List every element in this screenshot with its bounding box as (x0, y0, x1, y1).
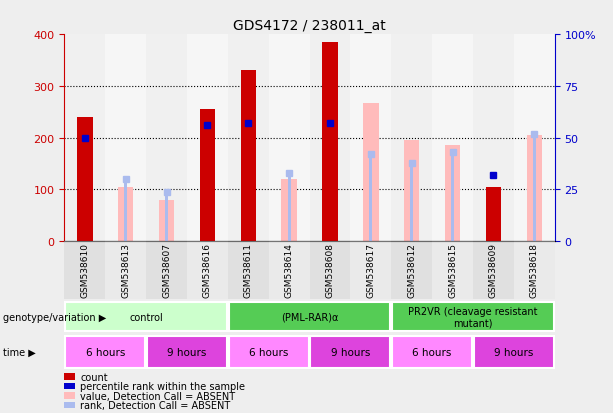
Bar (451, 153, 454, 242)
Bar (105, 35, 146, 242)
Bar (268, 35, 310, 242)
Bar (527, 136, 542, 242)
Bar (485, 188, 501, 242)
Bar (445, 146, 460, 242)
Text: value, Detection Call = ABSENT: value, Detection Call = ABSENT (80, 391, 235, 401)
Text: PR2VR (cleavage resistant
mutant): PR2VR (cleavage resistant mutant) (408, 306, 538, 328)
Bar (65, 336, 145, 368)
Text: GSM538614: GSM538614 (284, 243, 294, 297)
Text: GSM538612: GSM538612 (407, 243, 416, 297)
Bar (229, 303, 390, 331)
Text: genotype/variation ▶: genotype/variation ▶ (3, 312, 106, 322)
Bar (514, 242, 555, 299)
Bar (533, 134, 536, 242)
Text: 9 hours: 9 hours (494, 347, 533, 357)
Text: GSM538609: GSM538609 (489, 243, 498, 298)
Bar (147, 336, 227, 368)
Bar (187, 35, 228, 242)
Bar (322, 43, 338, 242)
Title: GDS4172 / 238011_at: GDS4172 / 238011_at (233, 19, 386, 33)
Bar (268, 242, 310, 299)
Text: GSM538618: GSM538618 (530, 243, 539, 298)
Bar (432, 242, 473, 299)
Text: 9 hours: 9 hours (331, 347, 370, 357)
Text: (PML-RAR)α: (PML-RAR)α (281, 312, 338, 322)
Text: GSM538617: GSM538617 (367, 243, 375, 298)
Bar (228, 242, 268, 299)
Text: GSM538607: GSM538607 (162, 243, 171, 298)
Bar (240, 71, 256, 242)
Bar (363, 103, 379, 242)
Bar (473, 35, 514, 242)
Bar (77, 118, 93, 242)
Bar (200, 110, 215, 242)
Bar (310, 242, 351, 299)
Bar (281, 180, 297, 242)
Bar (310, 35, 351, 242)
Bar (370, 155, 372, 242)
Bar (105, 242, 146, 299)
Text: GSM538608: GSM538608 (326, 243, 335, 298)
Text: percentile rank within the sample: percentile rank within the sample (80, 381, 245, 391)
Bar (287, 173, 291, 242)
Text: GSM538611: GSM538611 (244, 243, 253, 298)
Bar (228, 35, 268, 242)
Bar (146, 242, 187, 299)
Bar (310, 336, 390, 368)
Bar (514, 35, 555, 242)
Bar (391, 35, 432, 242)
Bar (165, 192, 168, 242)
Text: control: control (129, 312, 163, 322)
Bar (146, 35, 187, 242)
Bar (474, 336, 554, 368)
Text: 6 hours: 6 hours (413, 347, 452, 357)
Text: time ▶: time ▶ (3, 347, 36, 357)
Text: GSM538616: GSM538616 (203, 243, 212, 298)
Bar (159, 200, 174, 242)
Text: GSM538615: GSM538615 (448, 243, 457, 298)
Bar (392, 336, 472, 368)
Text: 6 hours: 6 hours (86, 347, 125, 357)
Bar (391, 242, 432, 299)
Bar (473, 242, 514, 299)
Bar (65, 303, 227, 331)
Bar (410, 163, 413, 242)
Bar (404, 141, 419, 242)
Bar (351, 242, 391, 299)
Bar (351, 35, 391, 242)
Text: count: count (80, 372, 108, 382)
Text: 9 hours: 9 hours (167, 347, 207, 357)
Bar (118, 188, 134, 242)
Bar (187, 242, 228, 299)
Text: GSM538610: GSM538610 (80, 243, 89, 298)
Bar (229, 336, 309, 368)
Bar (432, 35, 473, 242)
Text: GSM538613: GSM538613 (121, 243, 130, 298)
Bar (392, 303, 554, 331)
Bar (64, 35, 105, 242)
Bar (124, 180, 127, 242)
Text: rank, Detection Call = ABSENT: rank, Detection Call = ABSENT (80, 400, 230, 410)
Text: 6 hours: 6 hours (249, 347, 288, 357)
Bar (64, 242, 105, 299)
